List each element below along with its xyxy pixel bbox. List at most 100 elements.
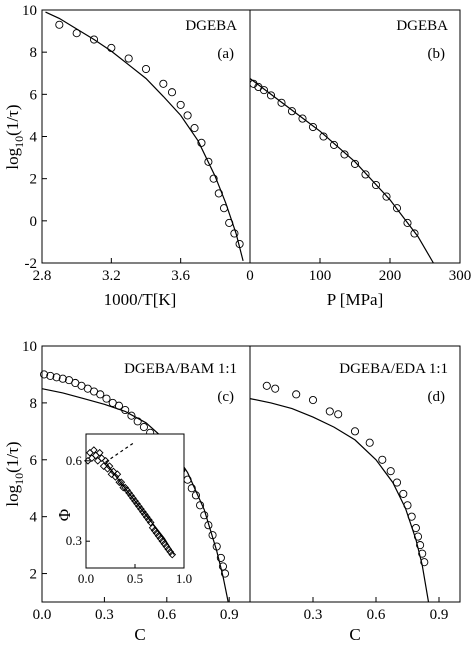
panel-d-data-point [418,549,427,558]
panel-d-data-point [386,467,395,476]
panel-d: DGEBA/EDA 1:1 (d) C [339,361,448,644]
panel-a-data-point [183,111,192,120]
panel-b-data-point [340,150,349,159]
panel-a-data-point [176,100,185,109]
panel-d-data-point [378,455,387,464]
panel-b-data-point [371,180,381,190]
y-axis-label-top: log10(1/τ) [3,104,26,169]
panel-d-data-point [399,489,408,498]
panel-b-x-tick-label: 0 [246,268,254,284]
panel-a-data-point [197,138,206,147]
panel-d-data-point [325,407,334,416]
panel-a-x-tick-label: 3.6 [171,268,190,284]
inset-data-point [129,494,137,503]
panel-b-data-point [308,122,318,132]
panel-c-y-tick-label: 6 [30,453,38,469]
panel-b-x-axis-label: P [MPa] [327,290,384,309]
panel-c-data-point [58,374,67,383]
panel-a-y-tick-label: 2 [30,172,38,188]
inset-data-point [168,550,177,559]
panel-d-data-point [271,384,280,393]
panel-a: DGEBA (a) 1000/T[K] [104,18,238,309]
panel-d-panel-label: (d) [428,389,446,405]
panel-b-fit-curve [249,78,434,264]
panel-a-data-point [159,79,168,88]
panel-d-plot: 0.3 0.6 0.9 [249,345,461,623]
panel-a-y-tick-label: 0 [30,214,38,230]
panel-c-x-tick-label: 0.6 [157,607,176,623]
panel-b: DGEBA (b) P [MPa] [327,18,448,309]
inset-x-tick-label: 0.0 [78,571,94,586]
panel-b-data-point [277,98,286,107]
panel-a-data-point [190,124,199,133]
panel-d-data-point [420,558,429,567]
panel-a-y-tick-label: -2 [25,256,38,272]
panel-b-data-point [329,140,339,149]
panel-b-data-point [319,132,328,141]
inset-y-axis-label: Φ [55,509,74,521]
inset-x-tick-label: 1.0 [176,571,192,586]
panel-c-data-point [220,569,230,578]
panel-c-y-tick-label: 2 [30,567,38,583]
inset-data-point [97,454,106,462]
y-axis-label-bottom: log10(1/τ) [3,441,26,506]
panel-c-plot: 0.0 0.3 0.6 0.9 2 4 6 8 10 0.0 0.5 1.0 0.3 0.6 [22,339,251,623]
panel-b-data-point [350,159,360,168]
panel-b-x-tick-label: 200 [379,268,402,284]
inset-data-point [115,478,124,487]
panel-d-data-point [416,541,425,550]
panel-a-y-tick-label: 10 [22,3,37,19]
panel-a-y-tick-label: 6 [30,87,38,103]
panel-b-data-point [298,114,307,123]
panel-d-data-point [262,381,271,390]
panel-c-data-point [46,371,55,380]
inset-data-point [127,491,135,500]
panel-c-x-tick-label: 0.0 [33,607,52,623]
panel-d-fit-curve [249,398,430,603]
panel-d-data-point [292,390,301,399]
panel-b-x-tick-label: 300 [449,268,472,284]
panel-d-data-point [365,438,374,447]
inset-data-point [135,502,143,511]
inset-data-point [133,499,141,508]
panel-c-x-axis-label: C [134,625,145,644]
inset-y-tick-label: 0.3 [66,533,82,548]
panel-d-data-point [308,395,318,405]
inset-x-tick-label: 0.5 [127,571,143,586]
panel-b-data-point [403,218,412,227]
panel-c-data-point [52,373,61,382]
panel-a-data-point [89,35,99,44]
panel-b-frame [249,9,461,264]
panel-b-data-point [287,107,297,116]
inset-data-point [125,489,133,497]
panel-a-plot: 2.8 3.2 3.6 -2 0 2 4 6 8 10 [22,3,251,284]
panel-a-data-point [204,157,213,166]
inset-y-tick-label: 0.6 [66,453,83,468]
inset-data-point [156,534,165,543]
inset-data-point [101,456,110,465]
panel-a-x-tick-label: 3.2 [102,268,121,284]
panel-b-sample-label: DGEBA [396,18,448,34]
inset-fit-curve [105,461,175,555]
panel-c-data-point [216,553,225,562]
panel-d-data-point [334,410,343,419]
inset-data-point [95,448,104,457]
panel-b-plot: 0 100 200 300 [246,9,472,284]
panel-a-data-point [55,20,64,29]
inset-data-point [140,510,149,519]
inset-data-point [99,462,108,470]
panel-c-data-point [96,390,105,399]
panel-c-data-point [187,484,196,493]
panel-c-y-tick-label: 8 [30,396,38,412]
inset-data-point [144,515,153,524]
panel-d-x-axis-label: C [349,625,360,644]
panel-c-sample-label: DGEBA/BAM 1:1 [124,361,237,377]
panel-c-data-point [139,423,148,432]
panel-a-data-point [124,54,133,63]
panel-a-data-point [209,174,218,183]
inset-data-point [158,537,167,546]
panel-c-data-point [127,411,136,420]
inset-data-point [142,513,151,521]
panel-c-fit-curve [41,388,229,603]
